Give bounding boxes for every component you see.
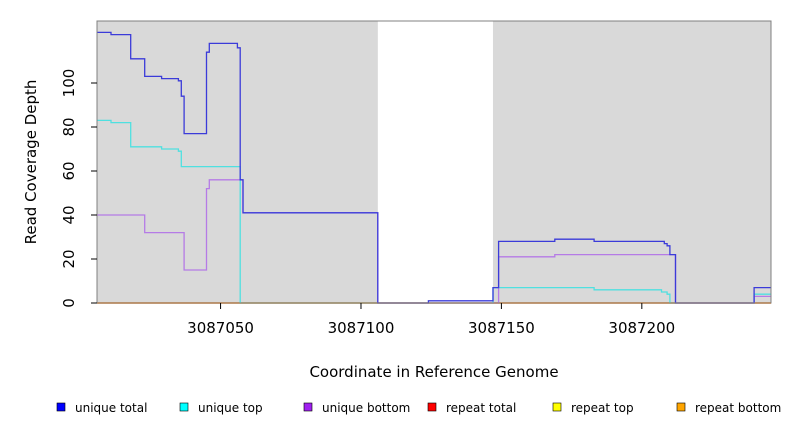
x-tick-label: 3087050 <box>187 319 254 337</box>
shaded-region-1 <box>492 21 771 303</box>
legend-label: repeat top <box>571 401 634 415</box>
y-tick-label: 80 <box>60 117 78 136</box>
x-tick-label: 3087200 <box>608 319 675 337</box>
legend-item-repeat-total: repeat total <box>427 401 516 415</box>
x-axis: 3087050 3087100 3087150 3087200 <box>187 303 675 337</box>
shaded-regions <box>97 21 771 303</box>
legend-swatch <box>56 402 66 412</box>
y-axis: 0 20 40 60 80 100 <box>60 69 97 308</box>
x-tick-label: 3087150 <box>468 319 535 337</box>
y-tick-label: 40 <box>60 205 78 224</box>
legend-swatch <box>303 402 313 412</box>
x-axis-title: Coordinate in Reference Genome <box>309 363 558 381</box>
legend-item-repeat-bottom: repeat bottom <box>676 401 781 415</box>
legend-label: repeat bottom <box>695 401 781 415</box>
legend-swatch <box>676 402 686 412</box>
legend-item-unique-bottom: unique bottom <box>303 401 410 415</box>
shaded-region-0 <box>97 21 378 303</box>
legend-item-unique-top: unique top <box>179 401 263 415</box>
series-line-unique-total <box>97 31 771 304</box>
legend-item-unique-total: unique total <box>56 401 147 415</box>
legend-swatch <box>552 402 562 412</box>
legend: unique total unique top unique bottom repea… <box>56 401 781 415</box>
legend-swatch <box>427 402 437 412</box>
plot-frame <box>96 20 772 304</box>
legend-label: repeat total <box>446 401 516 415</box>
legend-swatch <box>179 402 189 412</box>
legend-label: unique top <box>198 401 263 415</box>
y-tick-label: 0 <box>60 298 78 308</box>
y-tick-label: 100 <box>60 69 78 98</box>
legend-label: unique bottom <box>322 401 410 415</box>
y-tick-label: 20 <box>60 249 78 268</box>
legend-label: unique total <box>75 401 147 415</box>
x-tick-label: 3087100 <box>328 319 395 337</box>
y-tick-label: 60 <box>60 161 78 180</box>
legend-item-repeat-top: repeat top <box>552 401 634 415</box>
y-axis-title: Read Coverage Depth <box>22 80 40 245</box>
